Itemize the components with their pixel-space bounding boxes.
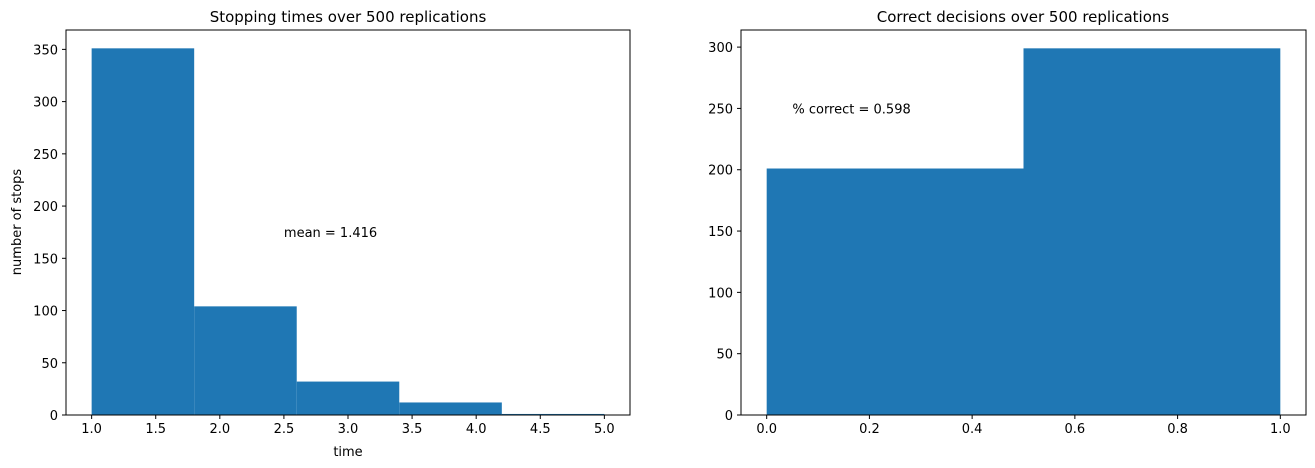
x-tick-label: 2.0 [209, 422, 230, 437]
x-tick-label: 3.0 [338, 422, 359, 437]
y-tick-label: 300 [33, 96, 58, 111]
x-tick-label: 4.5 [530, 422, 551, 437]
x-axis-label: time [333, 445, 362, 460]
y-tick-label: 150 [708, 225, 733, 240]
histogram-bar [296, 381, 400, 415]
x-tick-label: 0.2 [859, 422, 880, 437]
correct-decisions-histogram: Correct decisions over 500 replications … [708, 8, 1307, 437]
stopping-times-histogram: Stopping times over 500 replications tim… [10, 8, 631, 460]
y-tick-label: 150 [33, 252, 58, 267]
y-axis-label: number of stops [10, 169, 25, 276]
y-tick-label: 350 [33, 43, 58, 58]
x-tick-label: 0.4 [962, 422, 983, 437]
y-tick-label: 250 [33, 148, 58, 163]
y-tick-label: 0 [50, 409, 58, 424]
x-tick-label: 1.0 [1270, 422, 1291, 437]
x-tick-label: 1.0 [81, 422, 102, 437]
x-tick-label: 0.8 [1167, 422, 1188, 437]
histogram-bar [194, 306, 297, 415]
y-tick-label: 200 [33, 200, 58, 215]
y-tick-label: 50 [716, 348, 733, 363]
y-tick-label: 100 [33, 305, 58, 320]
y-tick-label: 100 [708, 286, 733, 301]
x-tick-label: 0.0 [756, 422, 777, 437]
x-tick-label: 1.5 [145, 422, 166, 437]
histogram-bar [501, 413, 605, 415]
histogram-bar [399, 402, 502, 415]
x-tick-label: 2.5 [274, 422, 295, 437]
y-tick-label: 200 [708, 164, 733, 179]
chart-title: Correct decisions over 500 replications [877, 8, 1170, 26]
x-tick-label: 3.5 [402, 422, 423, 437]
histogram-bar [766, 168, 1024, 415]
y-tick-label: 300 [708, 41, 733, 56]
chart-title: Stopping times over 500 replications [210, 8, 487, 26]
x-tick-label: 4.0 [466, 422, 487, 437]
y-tick-label: 50 [41, 357, 58, 372]
histogram-bar [1023, 48, 1281, 415]
x-tick-label: 0.6 [1065, 422, 1086, 437]
y-tick-label: 250 [708, 102, 733, 117]
x-tick-label: 5.0 [594, 422, 615, 437]
y-tick-label: 0 [725, 409, 733, 424]
axes-frame [740, 29, 1307, 416]
annotation-text: % correct = 0.598 [792, 102, 910, 117]
annotation-text: mean = 1.416 [284, 226, 377, 241]
histogram-bar [91, 48, 195, 415]
